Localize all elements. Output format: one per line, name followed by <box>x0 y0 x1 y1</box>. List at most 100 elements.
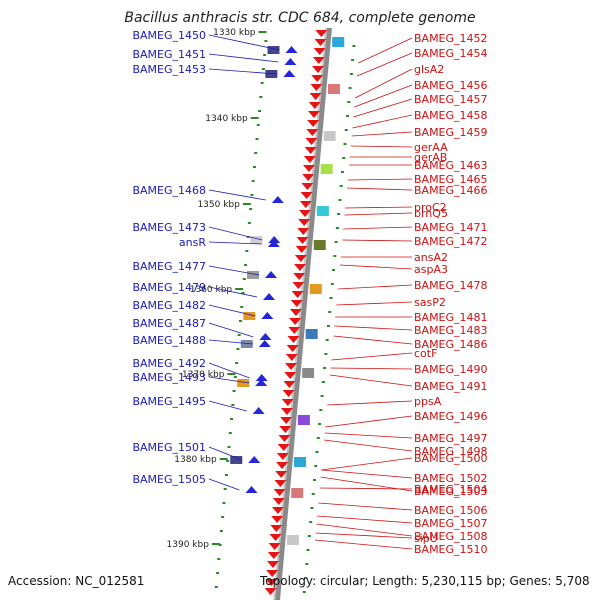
right-gene-arrow[interactable] <box>273 489 286 496</box>
right-gene-label[interactable]: BAMEG_1510 <box>414 543 488 556</box>
left-gene-box[interactable] <box>265 70 278 78</box>
left-gene-arrow[interactable] <box>255 379 268 386</box>
right-gene-label[interactable]: gerAB <box>414 151 447 164</box>
right-gene-arrow[interactable] <box>311 75 324 82</box>
left-gene-box[interactable] <box>230 456 243 464</box>
right-gene-box[interactable] <box>291 488 304 498</box>
right-gene-arrow[interactable] <box>291 291 304 298</box>
right-gene-label[interactable]: BAMEG_1500 <box>414 452 488 465</box>
right-gene-arrow[interactable] <box>297 228 310 235</box>
left-gene-label[interactable]: BAMEG_1488 <box>132 334 206 347</box>
right-gene-label[interactable]: BAMEG_1459 <box>414 126 488 139</box>
right-gene-box[interactable] <box>323 131 336 141</box>
right-gene-arrow[interactable] <box>293 273 306 280</box>
right-gene-arrow[interactable] <box>312 66 325 73</box>
left-gene-arrow[interactable] <box>255 374 268 381</box>
right-gene-arrow[interactable] <box>310 84 323 91</box>
left-gene-label[interactable]: BAMEG_1479 <box>132 281 206 294</box>
left-gene-box[interactable] <box>247 271 260 279</box>
right-gene-arrow[interactable] <box>275 471 288 478</box>
right-gene-label[interactable]: BAMEG_1478 <box>414 279 488 292</box>
right-gene-arrow[interactable] <box>285 363 298 370</box>
left-gene-arrow[interactable] <box>285 46 298 53</box>
right-gene-arrow[interactable] <box>299 201 312 208</box>
right-gene-label[interactable]: proC2 <box>414 201 447 214</box>
right-gene-arrow[interactable] <box>314 39 327 46</box>
right-gene-arrow[interactable] <box>265 579 278 586</box>
right-gene-arrow[interactable] <box>277 444 290 451</box>
right-gene-label[interactable]: BAMEG_1458 <box>414 109 488 122</box>
left-gene-box[interactable] <box>240 340 253 348</box>
left-gene-label[interactable]: BAMEG_1473 <box>132 221 206 234</box>
right-gene-arrow[interactable] <box>280 408 293 415</box>
right-gene-arrow[interactable] <box>303 165 316 172</box>
right-gene-box[interactable] <box>302 368 315 378</box>
right-gene-arrow[interactable] <box>305 138 318 145</box>
left-gene-arrow[interactable] <box>265 271 278 278</box>
right-gene-arrow[interactable] <box>298 219 311 226</box>
right-gene-arrow[interactable] <box>298 210 311 217</box>
right-gene-arrow[interactable] <box>274 480 287 487</box>
right-gene-box[interactable] <box>309 284 322 294</box>
right-gene-arrow[interactable] <box>276 462 289 469</box>
left-gene-box[interactable] <box>267 46 280 54</box>
right-gene-arrow[interactable] <box>267 552 280 559</box>
left-gene-label[interactable]: BAMEG_1450 <box>132 29 206 42</box>
right-gene-label[interactable]: BAMEG_1498 <box>414 445 488 458</box>
left-gene-label[interactable]: BAMEG_1505 <box>132 473 206 486</box>
right-gene-arrow[interactable] <box>282 390 295 397</box>
right-gene-label[interactable]: BAMEG_1466 <box>414 184 488 197</box>
right-gene-arrow[interactable] <box>270 525 283 532</box>
left-gene-arrow[interactable] <box>258 340 271 347</box>
right-gene-label[interactable]: aspA3 <box>414 263 448 276</box>
left-gene-label[interactable]: BAMEG_1492 <box>132 357 206 370</box>
right-gene-label[interactable]: BAMEG_1454 <box>414 47 488 60</box>
right-gene-box[interactable] <box>286 535 299 545</box>
right-gene-label[interactable]: glsA2 <box>414 63 444 76</box>
left-gene-arrow[interactable] <box>248 456 261 463</box>
right-gene-label[interactable]: BAMEG_1481 <box>414 311 488 324</box>
right-gene-label[interactable]: BAMEG_1490 <box>414 363 488 376</box>
right-gene-arrow[interactable] <box>313 48 326 55</box>
left-gene-arrow[interactable] <box>252 407 265 414</box>
right-gene-arrow[interactable] <box>267 561 280 568</box>
right-gene-label[interactable]: sasP2 <box>414 296 446 309</box>
left-gene-label[interactable]: ansR <box>179 236 206 249</box>
left-gene-arrow[interactable] <box>245 486 258 493</box>
right-gene-label[interactable]: BAMEG_1502 <box>414 472 488 485</box>
left-gene-label[interactable]: BAMEG_1453 <box>132 63 206 76</box>
right-gene-arrow[interactable] <box>288 327 301 334</box>
right-gene-arrow[interactable] <box>278 435 291 442</box>
left-gene-arrow[interactable] <box>268 236 281 243</box>
right-gene-label[interactable]: BAMEG_1471 <box>414 221 488 234</box>
right-gene-arrow[interactable] <box>296 237 309 244</box>
right-gene-label[interactable]: cotF <box>414 347 437 360</box>
right-gene-arrow[interactable] <box>295 246 308 253</box>
right-gene-label[interactable]: BAMEG_1491 <box>414 380 488 393</box>
right-gene-label[interactable]: BAMEG_1456 <box>414 79 488 92</box>
right-gene-arrow[interactable] <box>306 129 319 136</box>
right-gene-arrow[interactable] <box>266 570 279 577</box>
right-gene-arrow[interactable] <box>308 102 321 109</box>
right-gene-arrow[interactable] <box>302 174 315 181</box>
right-gene-label[interactable]: BAMEG_1496 <box>414 410 488 423</box>
right-gene-arrow[interactable] <box>312 57 325 64</box>
left-gene-label[interactable]: BAMEG_1493 <box>132 371 206 384</box>
right-gene-label[interactable]: brnQ5 <box>414 207 448 220</box>
right-gene-arrow[interactable] <box>285 354 298 361</box>
right-gene-box[interactable] <box>327 84 340 94</box>
right-gene-box[interactable] <box>297 415 310 425</box>
right-gene-arrow[interactable] <box>279 426 292 433</box>
left-gene-label[interactable]: BAMEG_1477 <box>132 260 206 273</box>
left-gene-arrow[interactable] <box>263 293 276 300</box>
left-gene-arrow[interactable] <box>267 240 280 247</box>
right-gene-arrow[interactable] <box>315 30 328 37</box>
right-gene-arrow[interactable] <box>272 498 285 505</box>
right-gene-arrow[interactable] <box>300 192 313 199</box>
right-gene-arrow[interactable] <box>289 309 302 316</box>
left-gene-box[interactable] <box>250 236 263 244</box>
left-gene-label[interactable]: BAMEG_1451 <box>132 48 206 61</box>
right-gene-label[interactable]: BAMEG_1463 <box>414 159 488 172</box>
left-gene-arrow[interactable] <box>271 196 284 203</box>
right-gene-label[interactable]: sipU <box>414 532 438 545</box>
